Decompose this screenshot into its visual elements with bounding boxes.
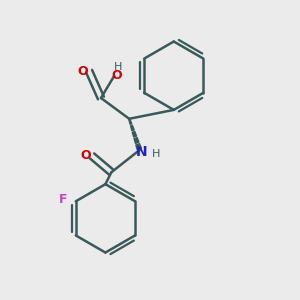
Text: O: O [80, 149, 91, 162]
Polygon shape [130, 125, 134, 131]
Polygon shape [129, 119, 132, 124]
Polygon shape [132, 131, 137, 137]
Polygon shape [136, 144, 141, 150]
Text: N: N [136, 146, 148, 159]
Text: H: H [114, 62, 122, 72]
Text: O: O [111, 69, 122, 82]
Text: O: O [77, 65, 88, 78]
Polygon shape [134, 138, 139, 143]
Text: H: H [152, 149, 160, 160]
Text: F: F [59, 193, 68, 206]
